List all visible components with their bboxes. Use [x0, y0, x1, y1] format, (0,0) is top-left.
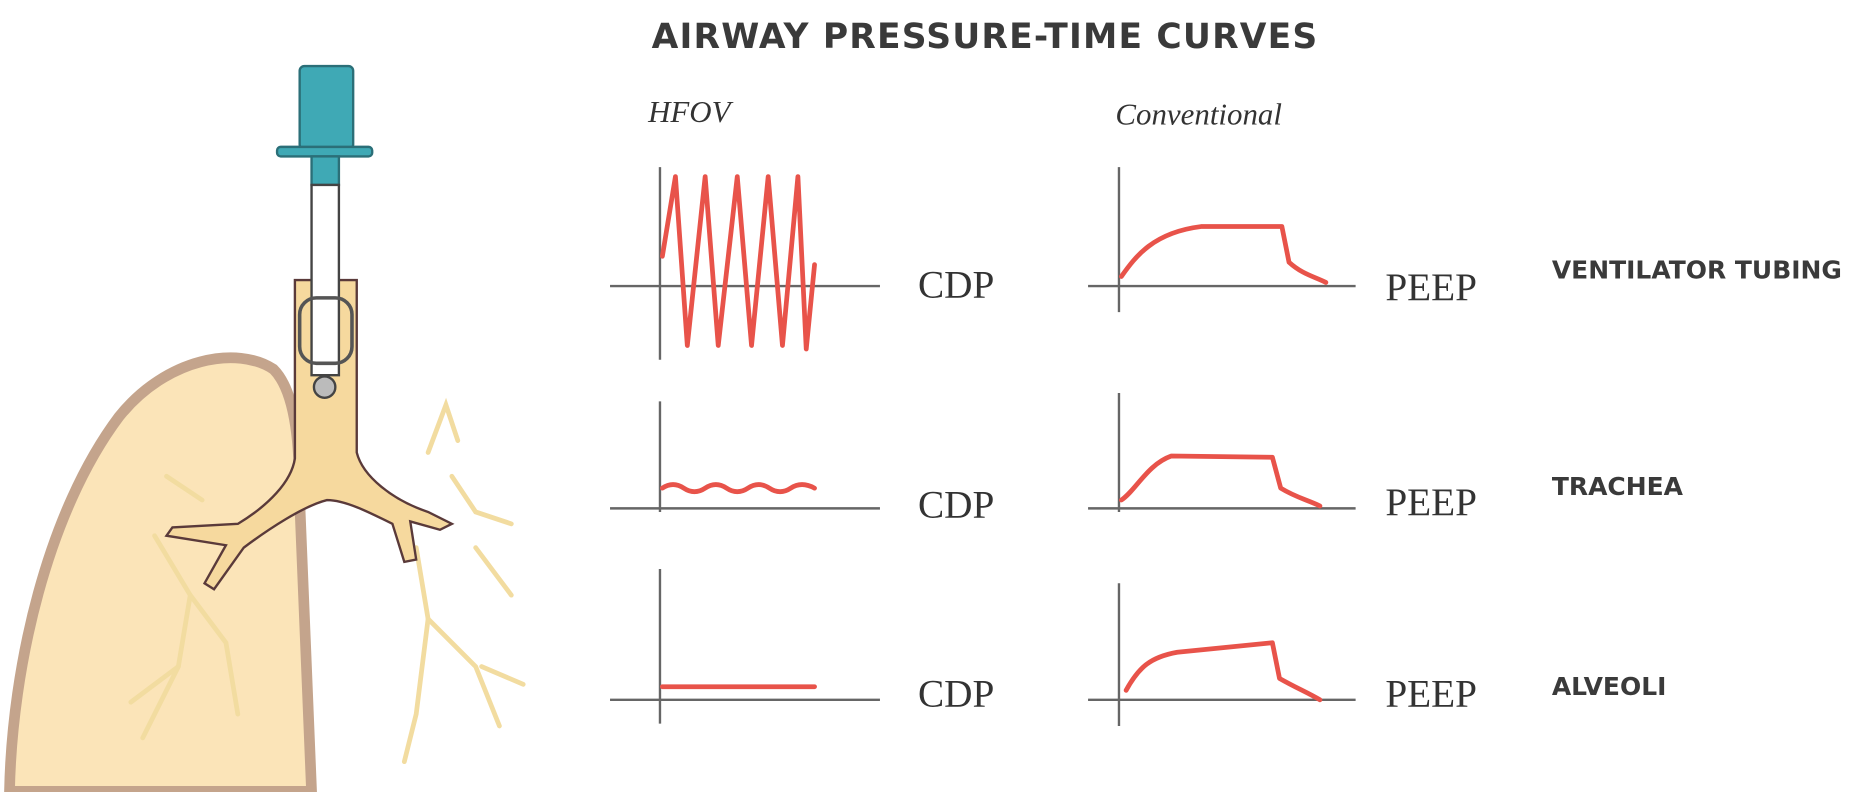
curve-group — [610, 393, 1356, 512]
baseline-label: CDP — [918, 263, 994, 306]
baseline-label: PEEP — [1385, 266, 1477, 309]
baseline-label: PEEP — [1385, 672, 1477, 715]
column-header: HFOV — [647, 94, 734, 129]
lung-illustration — [4, 64, 526, 792]
baseline-label: PEEP — [1385, 481, 1477, 524]
row-label: VENTILATOR TUBING — [1552, 256, 1842, 285]
row-label: ALVEOLI — [1552, 672, 1667, 701]
curve-group — [610, 167, 1356, 360]
baseline-label: CDP — [918, 672, 994, 715]
row-label: TRACHEA — [1552, 472, 1684, 501]
baseline-label: CDP — [918, 483, 994, 526]
column-header: Conventional — [1115, 96, 1282, 131]
title: AIRWAY PRESSURE-TIME CURVES — [652, 17, 1319, 57]
curve-group — [610, 569, 1356, 726]
